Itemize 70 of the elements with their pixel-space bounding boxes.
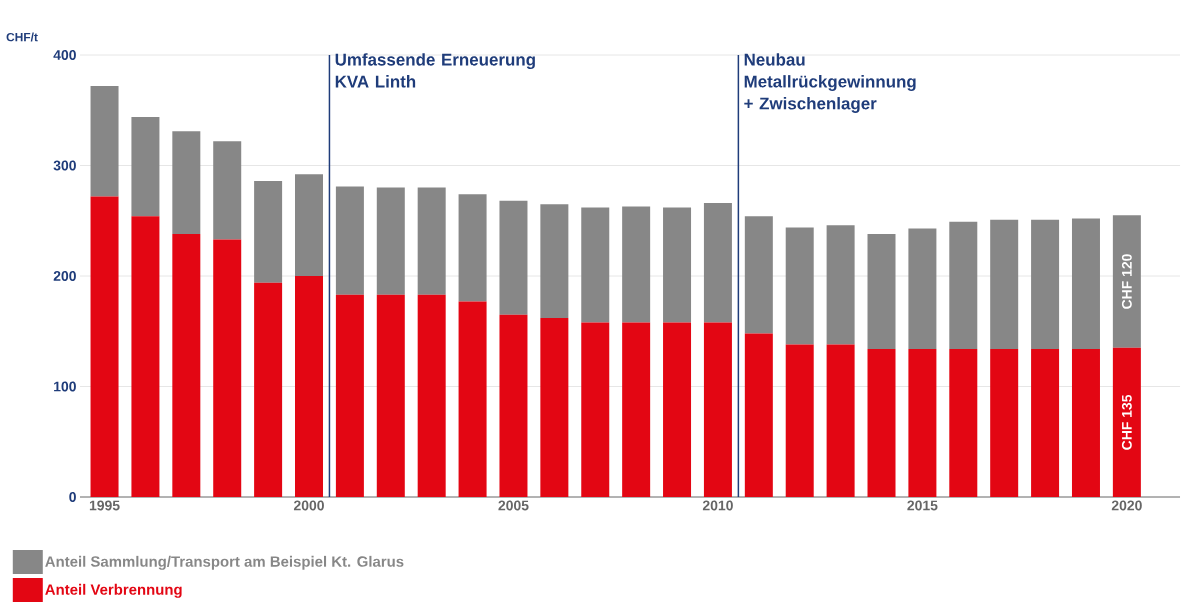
bar	[581, 322, 610, 497]
data-label: CHF 120	[1121, 254, 1132, 309]
bar	[663, 322, 692, 497]
bar	[990, 348, 1019, 497]
bar	[131, 216, 160, 497]
bar	[826, 225, 855, 345]
bar	[1031, 219, 1060, 349]
bar	[295, 174, 323, 276]
bar	[499, 200, 528, 315]
bar	[213, 239, 242, 497]
bar	[1071, 348, 1100, 497]
y-tick-label: 200	[53, 271, 76, 281]
bar	[335, 186, 364, 295]
bar	[1031, 348, 1060, 497]
bar	[335, 294, 364, 497]
bar	[949, 348, 978, 497]
bar	[131, 116, 160, 217]
legend-label: Anteil Verbrennung	[45, 583, 182, 598]
bar	[172, 131, 201, 235]
y-tick-label: 100	[54, 381, 76, 392]
bar	[703, 203, 732, 323]
bar	[622, 322, 651, 497]
bar	[376, 294, 405, 497]
bar	[254, 282, 283, 497]
bar	[254, 180, 283, 283]
bar	[622, 206, 651, 323]
x-tick-label: 2015	[907, 500, 938, 511]
bar	[1112, 215, 1141, 348]
x-tick-label: 2020	[1111, 500, 1142, 511]
data-label: CHF 135	[1121, 394, 1132, 450]
bar	[1112, 347, 1141, 497]
x-tick-label: 2005	[498, 500, 529, 511]
y-tick-label: 0	[69, 492, 76, 502]
bar	[540, 317, 569, 497]
x-tick-label: 2000	[293, 500, 324, 511]
bar	[663, 207, 692, 323]
bar	[785, 344, 814, 497]
y-tick-label: 300	[53, 160, 76, 171]
bar	[458, 194, 487, 302]
bar	[417, 294, 446, 497]
bar	[213, 141, 242, 240]
bar	[744, 216, 773, 334]
bar	[540, 204, 569, 318]
bar	[949, 221, 978, 349]
bar	[785, 227, 814, 345]
bar	[417, 187, 446, 295]
bar	[581, 207, 610, 323]
bar	[1071, 218, 1100, 349]
bar	[990, 219, 1019, 349]
bar	[867, 348, 896, 497]
y-axis-title: CHF/t	[6, 32, 38, 42]
ref-line-label: Neubau Metallrückgewinnung + Zwischenlager	[744, 53, 916, 113]
bar	[499, 314, 528, 497]
legend-label: Anteil Sammlung/Transport am Beispiel Kt. Glarus	[45, 555, 404, 570]
x-tick-label: 2010	[702, 500, 733, 511]
bar	[295, 276, 323, 497]
bar	[826, 344, 855, 497]
ref-line-label: Umfassende Erneuerung KVA Linth	[335, 53, 535, 88]
bar	[908, 228, 937, 349]
bar	[703, 322, 732, 497]
bar	[172, 234, 201, 497]
bar	[867, 234, 896, 349]
y-tick-label: 400	[53, 50, 76, 60]
bar	[744, 333, 773, 497]
bar	[90, 196, 119, 497]
bar	[90, 85, 119, 197]
bar	[908, 348, 937, 497]
x-tick-label: 1995	[89, 500, 120, 511]
bar	[376, 187, 405, 295]
bar	[458, 301, 487, 497]
